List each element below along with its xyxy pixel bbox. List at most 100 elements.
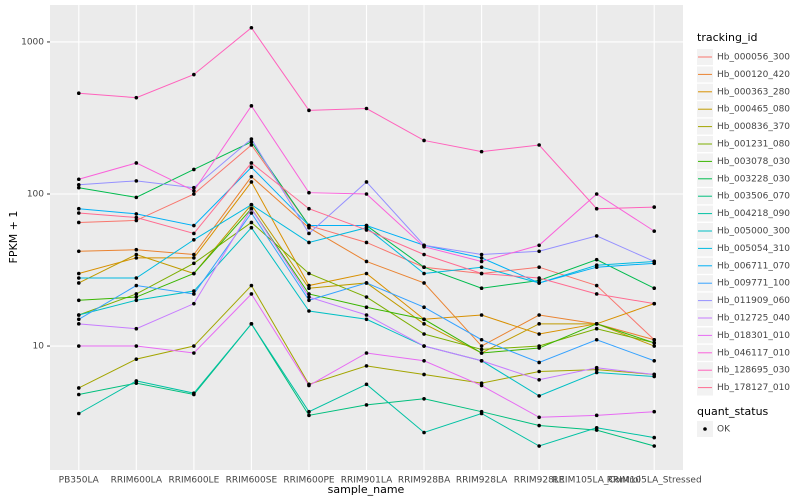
data-point [594, 425, 599, 430]
data-point [422, 138, 426, 143]
x-tick-label: PB350LA [59, 476, 100, 486]
data-point [652, 301, 657, 306]
data-point [537, 444, 541, 448]
legend-label: OK [717, 425, 731, 435]
data-point [134, 218, 139, 223]
data-point [134, 295, 139, 299]
data-point [76, 322, 81, 326]
data-point [134, 95, 139, 100]
data-point [134, 379, 139, 383]
data-point [364, 317, 369, 322]
data-point [594, 257, 599, 262]
data-point [134, 179, 139, 183]
x-tick-label: RRIM928LE [514, 476, 565, 486]
legend-label: Hb_006711_070 [717, 261, 790, 271]
legend-label: Hb_128695_030 [717, 366, 790, 376]
data-point [364, 382, 369, 387]
data-point [422, 281, 426, 285]
legend-label: Hb_012725_040 [717, 314, 790, 324]
data-point [134, 212, 139, 216]
data-point [652, 358, 657, 363]
data-point [594, 192, 599, 196]
data-point [307, 286, 311, 291]
legend-label: Hb_009771_100 [717, 279, 790, 289]
legend-label: Hb_000056_300 [717, 53, 790, 63]
data-point [422, 252, 426, 257]
data-point [364, 240, 369, 245]
data-point [134, 276, 139, 280]
legend-label: Hb_000465_080 [717, 105, 790, 115]
data-point [307, 309, 311, 313]
data-point [479, 265, 484, 270]
data-point [594, 413, 599, 418]
data-point [76, 344, 81, 348]
legend-swatch [703, 427, 707, 431]
data-point [249, 292, 254, 296]
data-point [422, 344, 426, 348]
data-point [537, 377, 541, 382]
data-point [249, 161, 254, 165]
data-point [652, 205, 657, 209]
data-point [364, 180, 369, 184]
data-point [307, 283, 311, 288]
data-point [192, 192, 196, 196]
data-point [479, 256, 484, 260]
data-point [192, 231, 196, 236]
data-point [134, 215, 139, 220]
legend-title: tracking_id [697, 31, 758, 44]
data-point [134, 256, 139, 260]
data-point [422, 244, 426, 249]
data-point [249, 104, 254, 108]
data-point [537, 249, 541, 254]
legend-label: Hb_018301_010 [717, 331, 790, 341]
x-tick-label: RRIM928BA [398, 476, 451, 486]
data-point [422, 332, 426, 336]
data-point [479, 411, 484, 416]
data-point [249, 211, 254, 215]
data-point [537, 394, 541, 398]
legend-label: Hb_003078_030 [717, 157, 790, 167]
data-point [307, 292, 311, 296]
data-point [76, 271, 81, 276]
data-point [192, 301, 196, 306]
data-point [307, 190, 311, 195]
data-point [134, 344, 139, 348]
data-point [537, 276, 541, 280]
data-point [76, 313, 81, 317]
data-point [537, 243, 541, 248]
data-point [422, 317, 426, 322]
data-point [249, 225, 254, 230]
data-point [249, 137, 254, 141]
data-point [652, 444, 657, 448]
data-point [479, 347, 484, 352]
data-point [422, 271, 426, 276]
data-point [537, 369, 541, 374]
data-point [249, 143, 254, 147]
x-tick-label: RRIM600LA [111, 476, 163, 486]
x-tick-label: RRIM600PE [283, 476, 335, 486]
data-point [76, 91, 81, 96]
data-point [307, 409, 311, 414]
data-point [76, 249, 81, 254]
data-point [249, 25, 254, 30]
data-point [422, 372, 426, 377]
data-point [422, 322, 426, 326]
data-point [594, 337, 599, 342]
data-point [307, 108, 311, 113]
data-point [422, 430, 426, 435]
legend-label: Hb_011909_060 [717, 296, 790, 306]
data-point [307, 271, 311, 276]
y-tick-label: 1000 [21, 37, 44, 47]
legend-label: Hb_000836_370 [717, 122, 790, 132]
data-point [192, 237, 196, 242]
data-point [479, 259, 484, 264]
data-point [537, 281, 541, 285]
data-point [652, 229, 657, 233]
data-point [364, 295, 369, 299]
legend-label: Hb_178127_010 [717, 383, 790, 393]
data-point [134, 298, 139, 303]
data-point [422, 396, 426, 401]
x-tick-label: RRIM600LE [168, 476, 219, 486]
data-point [364, 223, 369, 228]
data-point [192, 344, 196, 348]
